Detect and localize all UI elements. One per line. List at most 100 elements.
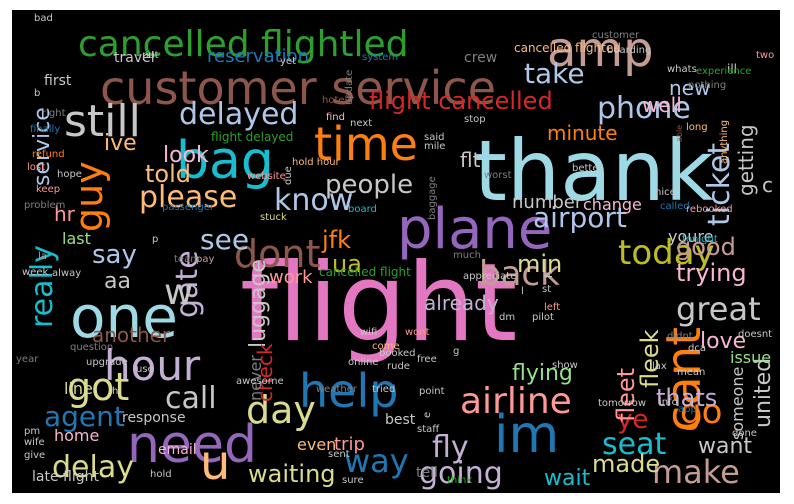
word-make: make [652,453,740,491]
word-appreciate: appreciate [463,271,516,282]
word-ua: ua [332,250,362,278]
word-alway: alway [52,268,81,279]
word-left: left [544,302,560,313]
word-stuck: stuck [260,212,287,223]
word-nothing: nothing [688,80,726,91]
word-tried: tried [372,384,395,395]
word-got: got [67,365,129,409]
word-amp: amp [547,22,654,78]
word-p: p [152,234,158,245]
word-even: even [297,435,336,454]
word-email: email [158,442,197,458]
word-take: take [524,57,585,90]
word-change: change [583,195,642,214]
word-rebooked: rebooked [686,204,733,215]
word-awesome: awesome [236,376,284,387]
word-pilot: pilot [532,312,554,323]
word-cancelled-flight: cancelled flight [319,265,411,279]
word-upgrade: upgrade [86,357,128,368]
word-day: day [246,388,316,432]
word-weather: weather [316,384,358,395]
word-find: find [326,112,345,123]
word-called: called [660,201,690,212]
word-travel: travel [114,50,155,66]
word-mean: mean [677,367,705,378]
word-trip: trip [334,434,365,455]
word-thats: thats [656,384,717,412]
word-rude: rude [387,361,410,372]
word-luggage: luggage [246,259,271,348]
word-fleet: fleet [612,368,640,422]
word-sure: sure [342,475,364,486]
word-whats: whats [667,64,697,75]
word-question: question [70,342,113,353]
word-hr: hr [54,202,76,226]
word-cant: cant [656,327,712,432]
word-due: due [283,166,294,185]
word-fly: fly [432,430,469,465]
word-want: want [698,434,752,459]
word-mile: mile [424,141,445,152]
word-already: already [424,291,499,315]
word-fi: fi [544,272,555,278]
word-use: use [136,364,154,375]
word-waiting: waiting [248,460,336,488]
word-well: well [642,93,682,117]
word-plane: plane [397,197,552,262]
word-cloud: flight thank customer service cancelled fli… [12,10,780,493]
word-airline: airline [460,381,572,422]
word-boarding: boarding [607,45,651,56]
word-better: better [572,163,603,174]
word-check: check [253,343,277,402]
word-u: u [200,435,230,491]
word-going: going [419,456,503,491]
word-delayed: delayed [179,97,298,132]
word-refund: refund [32,149,65,160]
word-nice: nice [655,187,676,198]
word-tomorrow: tomorrow [598,398,646,409]
word-aa: aa [104,269,131,294]
word-w: w [164,272,193,313]
word-another: another [92,323,171,347]
word-flight: flight [240,241,517,366]
word-need: need [127,415,257,475]
word-ive: ive [104,131,137,156]
word-la: la [38,251,47,262]
word-say: say [92,240,137,270]
word-two: two [756,50,774,61]
word-hope: hope [57,169,82,180]
word-baggage: baggage [427,176,438,220]
word-point: point [419,386,445,397]
word-system: system [362,52,398,63]
word-hold-hour: hold hour [292,157,341,168]
word-dm: dm [499,312,515,323]
word-online: online [348,357,379,368]
word-b: b [34,88,40,99]
word-hotel: hotel [322,95,347,106]
word-give: give [24,450,45,461]
word-still: still [64,96,141,147]
word-right: right [42,108,66,119]
word-great: great [676,290,761,328]
word-look: look [163,143,209,168]
word-flight-cancelled: flight cancelled [369,87,553,115]
word-help: help [299,364,398,418]
word-yet: yet [280,56,296,67]
word-dont: dont [234,232,320,276]
word-made: made [592,450,660,478]
word-time: time [314,117,418,171]
word-today: today [618,233,715,273]
word-show: show [552,360,578,371]
word-pm: pm [24,426,40,437]
word-st: st [542,284,551,295]
word-see: see [200,223,249,256]
word-seat: seat [602,427,666,462]
word-lost: lost [27,162,45,173]
word-flying: flying [512,361,573,386]
word-way: way [344,442,409,480]
word-reservation: reservation [207,46,309,67]
word-l: l [521,286,524,297]
word-first: first [44,73,72,89]
word-one: one [70,283,178,351]
word-said: said [424,132,444,143]
